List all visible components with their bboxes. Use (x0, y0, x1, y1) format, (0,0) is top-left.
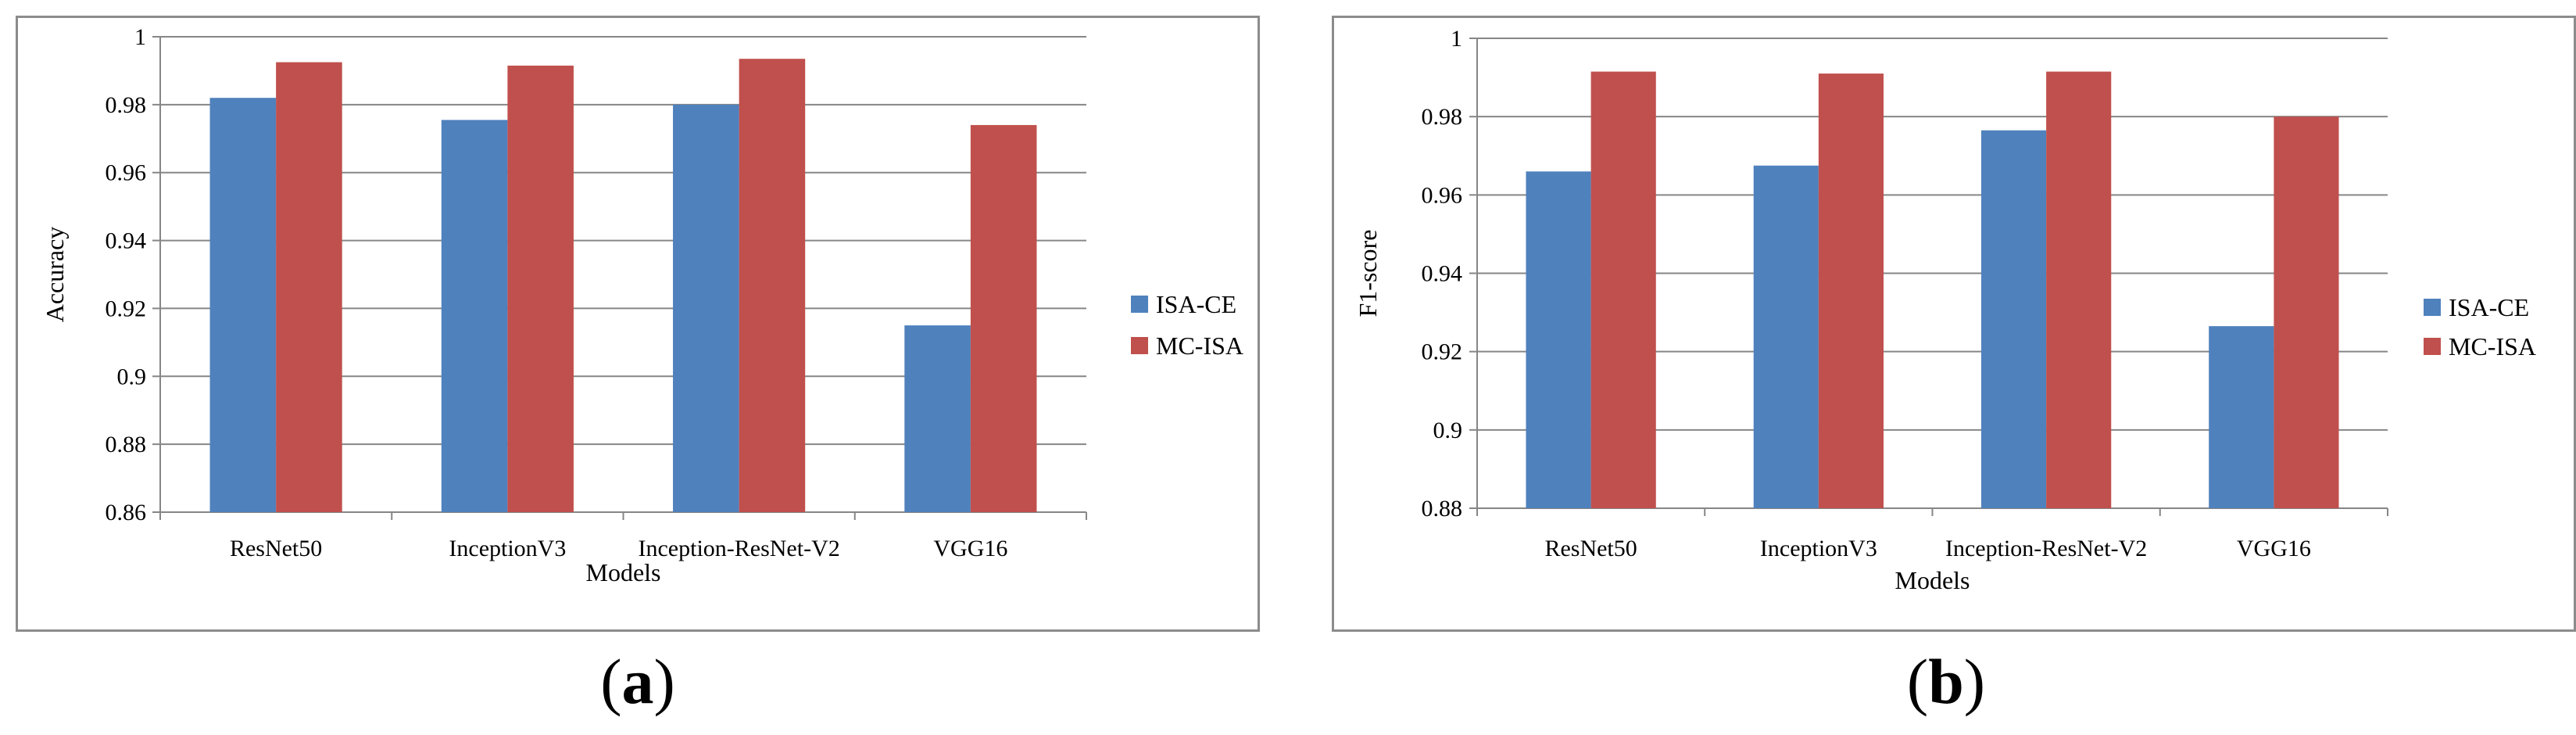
x-tick-label: Inception-ResNet-V2 (1945, 536, 2147, 561)
x-tick-label: Inception-ResNet-V2 (638, 536, 839, 561)
caption-b-letter: b (1928, 646, 1964, 717)
y-tick-label: 0.94 (106, 228, 147, 254)
bar-isa-ce-vgg16 (904, 325, 971, 512)
chart-b: 0.88 0.9 0.92 0.94 0.96 0.98 1 ResNet50 Inceptio… (1354, 26, 2536, 594)
bar-mc-isa-resnet50 (276, 62, 342, 513)
y-tick-label: 0.88 (106, 432, 147, 457)
bar-isa-ce-resnet50 (1526, 171, 1591, 509)
bar-mc-isa-vgg16 (970, 124, 1037, 512)
y-tick-label: 0.92 (106, 296, 147, 321)
bar-mc-isa-inception-resnet-v2 (739, 59, 806, 512)
bar-mc-isa-vgg16 (2274, 117, 2339, 508)
legend-swatch-mc-isa (2424, 338, 2441, 355)
caption-a: (a) (560, 643, 716, 721)
caption-b-close: ) (1963, 646, 1986, 717)
x-tick-label: ResNet50 (230, 536, 322, 561)
y-tick-label: 0.96 (1422, 182, 1463, 208)
bar-isa-ce-vgg16 (2209, 326, 2274, 508)
caption-a-close: ) (653, 646, 675, 717)
caption-b: (b) (1868, 643, 2024, 721)
y-axis-label: Accuracy (41, 227, 69, 323)
x-tick-label: VGG16 (933, 536, 1007, 561)
x-axis-label: Models (1895, 566, 1970, 594)
legend-swatch-isa-ce (2424, 299, 2441, 316)
x-tick-label: ResNet50 (1544, 536, 1637, 561)
bar-isa-ce-inceptionv3 (1753, 165, 1819, 509)
legend-swatch-isa-ce (1131, 296, 1148, 313)
y-axis-label: F1-score (1354, 230, 1382, 317)
legend-label-mc-isa: MC-ISA (2449, 332, 2536, 360)
bar-isa-ce-inception-resnet-v2 (673, 104, 739, 512)
bar-mc-isa-resnet50 (1590, 71, 1656, 509)
y-tick-label: 1 (1451, 26, 1462, 52)
bar-isa-ce-inception-resnet-v2 (1980, 130, 2047, 508)
y-tick-label: 0.86 (106, 500, 147, 525)
y-tick-label: 0.96 (106, 160, 147, 186)
y-tick-label: 1 (134, 24, 146, 50)
x-tick-label: VGG16 (2237, 536, 2311, 561)
y-tick-label: 0.9 (1433, 418, 1463, 443)
bar-isa-ce-resnet50 (209, 98, 277, 512)
legend-label-mc-isa: MC-ISA (1156, 332, 1243, 360)
x-axis-label: Models (586, 558, 661, 586)
y-tick-label: 0.98 (1422, 104, 1463, 130)
y-tick-label: 0.9 (117, 364, 147, 389)
chart-panel-a: 0.86 0.88 0.9 0.92 0.94 0.96 0.98 1 ResNet50 Ince… (16, 16, 1260, 632)
legend-label-isa-ce: ISA-CE (1156, 290, 1236, 318)
bar-mc-isa-inceptionv3 (1818, 74, 1884, 508)
chart-a: 0.86 0.88 0.9 0.92 0.94 0.96 0.98 1 ResNet50 Ince… (41, 24, 1243, 586)
legend-swatch-mc-isa (1131, 337, 1148, 354)
bar-isa-ce-inceptionv3 (441, 120, 508, 512)
caption-a-open: ( (600, 646, 622, 717)
bar-mc-isa-inception-resnet-v2 (2046, 71, 2112, 509)
legend-label-isa-ce: ISA-CE (2449, 293, 2529, 321)
x-tick-label: InceptionV3 (1760, 536, 1877, 561)
x-tick-label: InceptionV3 (449, 536, 566, 561)
y-tick-label: 0.92 (1422, 339, 1463, 365)
caption-a-letter: a (621, 646, 654, 717)
y-tick-label: 0.94 (1422, 261, 1463, 287)
chart-panel-b: 0.88 0.9 0.92 0.94 0.96 0.98 1 ResNet50 Inceptio… (1332, 16, 2576, 632)
bar-mc-isa-inceptionv3 (507, 65, 574, 512)
y-tick-label: 0.98 (106, 92, 147, 118)
caption-b-open: ( (1906, 646, 1929, 717)
y-tick-label: 0.88 (1422, 496, 1463, 522)
